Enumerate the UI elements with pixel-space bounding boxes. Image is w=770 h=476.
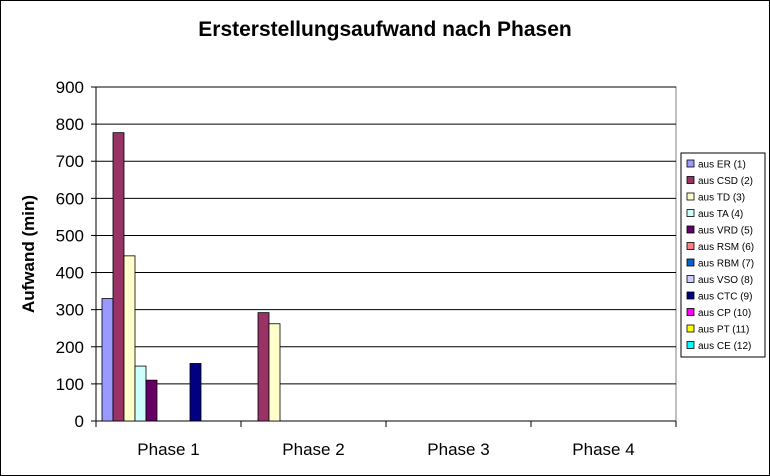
legend-box [680, 152, 766, 358]
bar [134, 365, 147, 422]
legend-label: aus CE (12) [698, 341, 751, 352]
legend-swatch [686, 176, 695, 184]
legend-label: aus CSD (2) [698, 176, 753, 187]
plot-area [95, 86, 677, 422]
legend-swatch [686, 258, 695, 267]
legend-label: aus CTC (9) [698, 292, 752, 303]
y-tick-label: 700 [56, 152, 84, 171]
legend-swatch [686, 275, 695, 283]
y-tick-label: 100 [56, 375, 84, 394]
x-tick-label: Phase 3 [427, 440, 489, 459]
y-axis-label: Aufwand (min) [19, 195, 38, 313]
bar [112, 132, 125, 422]
legend-label: aus PT (11) [698, 325, 749, 336]
legend-label: aus VSO (8) [698, 275, 753, 286]
legend-swatch [686, 242, 695, 250]
legend-label: aus VRD (5) [698, 226, 753, 237]
y-tick-label: 300 [56, 301, 84, 320]
x-tick-label: Phase 1 [137, 440, 199, 459]
legend-swatch [686, 308, 695, 316]
legend-label: aus CP (10) [698, 308, 751, 319]
y-tick-label: 900 [56, 78, 84, 97]
legend-label: aus RBM (7) [698, 259, 754, 270]
legend-swatch [686, 341, 695, 349]
legend-label: aus ER (1) [698, 160, 746, 171]
legend-swatch [686, 192, 695, 201]
bar [101, 298, 114, 422]
legend-label: aus RSM (6) [698, 242, 754, 253]
y-tick-label: 400 [56, 264, 84, 283]
legend-label: aus TA (4) [698, 209, 743, 220]
legend-label: aus TD (3) [698, 193, 745, 204]
legend-swatch [686, 209, 695, 217]
bar [257, 312, 270, 422]
legend-swatch [686, 159, 695, 168]
legend-swatch [686, 225, 695, 234]
chart-title: Ersterstellungsaufwand nach Phasen [198, 18, 572, 41]
legend-swatch [686, 324, 695, 333]
bar [145, 379, 158, 422]
y-tick-label: 500 [56, 226, 84, 245]
y-tick-label: 0 [75, 412, 84, 431]
x-tick-label: Phase 2 [282, 440, 344, 459]
legend-swatch [686, 291, 695, 300]
bar [268, 323, 281, 422]
bar [189, 363, 202, 422]
y-tick-label: 600 [56, 189, 84, 208]
y-tick-label: 200 [56, 338, 84, 357]
x-tick-label: Phase 4 [572, 440, 634, 459]
bar [123, 255, 136, 422]
y-tick-label: 800 [56, 115, 84, 134]
